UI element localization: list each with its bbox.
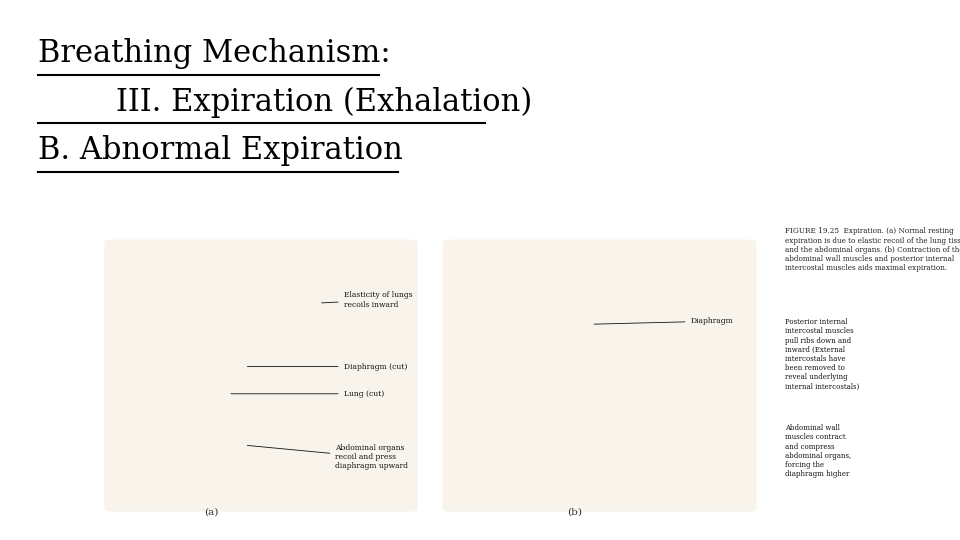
Text: (a): (a)	[204, 508, 219, 517]
Text: Abdominal organs
recoil and press
diaphragm upward: Abdominal organs recoil and press diaphr…	[248, 444, 408, 470]
Text: Lung (cut): Lung (cut)	[230, 390, 384, 398]
Text: Abdominal wall
muscles contract
and compress
abdominal organs,
forcing the
diaph: Abdominal wall muscles contract and comp…	[785, 424, 852, 478]
Text: Diaphragm (cut): Diaphragm (cut)	[248, 362, 407, 370]
Text: Breathing Mechanism:: Breathing Mechanism:	[38, 38, 391, 69]
FancyBboxPatch shape	[105, 240, 418, 512]
Text: FIGURE 19.25  Expiration. (a) Normal resting
expiration is due to elastic recoil: FIGURE 19.25 Expiration. (a) Normal rest…	[785, 227, 960, 272]
Text: Posterior internal
intercostal muscles
pull ribs down and
inward (External
inter: Posterior internal intercostal muscles p…	[785, 318, 859, 390]
Text: Diaphragm: Diaphragm	[594, 317, 733, 325]
Text: III. Expiration (Exhalation): III. Expiration (Exhalation)	[38, 86, 533, 118]
Text: Elasticity of lungs
recoils inward: Elasticity of lungs recoils inward	[322, 292, 412, 309]
Text: (b): (b)	[567, 508, 583, 517]
FancyBboxPatch shape	[443, 240, 756, 512]
Text: B. Abnormal Expiration: B. Abnormal Expiration	[38, 135, 403, 166]
